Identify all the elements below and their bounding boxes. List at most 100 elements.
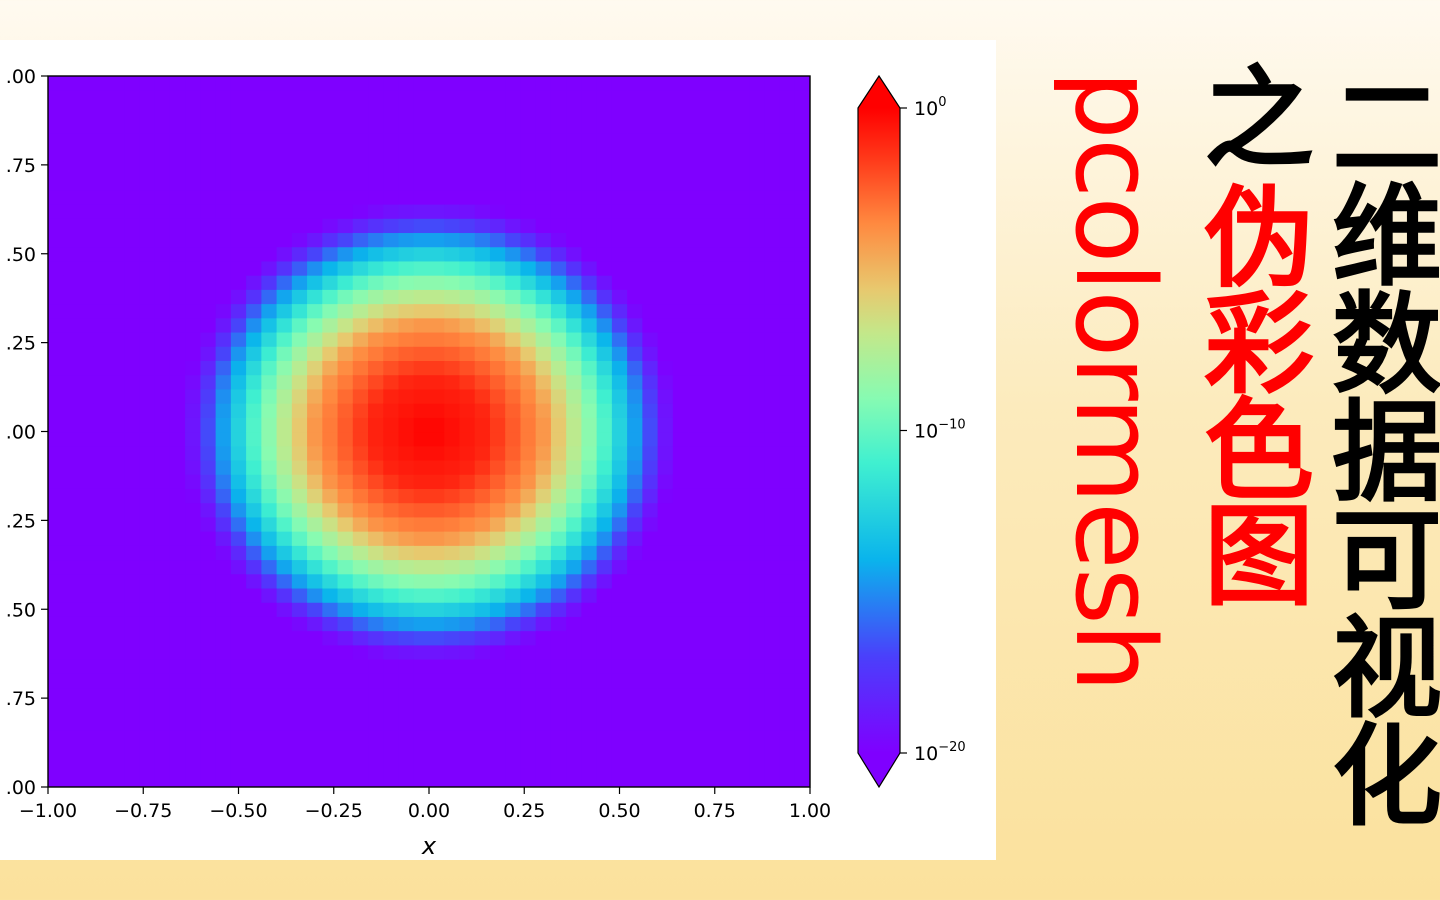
heatmap-cell xyxy=(322,289,339,305)
heatmap-cell xyxy=(337,502,354,518)
heatmap-cell xyxy=(48,189,64,205)
heatmap-cell xyxy=(276,189,293,205)
heatmap-cell xyxy=(368,431,384,447)
heatmap-cell xyxy=(429,317,445,333)
heatmap-cell xyxy=(169,587,186,603)
heatmap-cell xyxy=(322,659,339,674)
heatmap-cell xyxy=(139,403,156,418)
heatmap-cell xyxy=(124,772,141,787)
heatmap-cell xyxy=(78,431,95,447)
heatmap-cell xyxy=(307,758,323,774)
heatmap-cell xyxy=(429,232,445,248)
heatmap-cell xyxy=(48,758,64,774)
heatmap-cell xyxy=(368,602,384,617)
heatmap-cell xyxy=(657,516,674,532)
heatmap-cell xyxy=(413,659,430,674)
heatmap-cell xyxy=(581,403,598,418)
heatmap-cell xyxy=(718,331,735,347)
heatmap-cell xyxy=(93,431,110,447)
heatmap-cell xyxy=(307,445,323,461)
heatmap-cell xyxy=(459,388,476,404)
y-tick-label: .50 xyxy=(6,599,36,621)
heatmap-cell xyxy=(657,545,674,561)
heatmap-cell xyxy=(261,758,278,774)
heatmap-cell xyxy=(200,360,217,376)
heatmap-cell xyxy=(413,118,430,134)
heatmap-cell xyxy=(596,203,613,219)
heatmap-cell xyxy=(672,218,689,234)
heatmap-cell xyxy=(444,90,461,106)
heatmap-cell xyxy=(169,317,186,333)
heatmap-cell xyxy=(581,431,598,447)
heatmap-cell xyxy=(581,360,598,376)
heatmap-cell xyxy=(688,147,704,162)
heatmap-cell xyxy=(566,659,582,674)
heatmap-cell xyxy=(566,545,582,561)
heatmap-cell xyxy=(489,687,506,703)
heatmap-cell xyxy=(398,772,415,787)
heatmap-cell xyxy=(200,132,217,148)
heatmap-cell xyxy=(139,303,156,319)
heatmap-cell xyxy=(779,374,796,390)
heatmap-cell xyxy=(108,147,125,162)
heatmap-cell xyxy=(611,346,628,361)
heatmap-cell xyxy=(535,218,552,234)
heatmap-cell xyxy=(566,246,582,262)
heatmap-cell xyxy=(261,275,278,290)
heatmap-cell xyxy=(794,644,810,660)
heatmap-cell xyxy=(596,90,613,106)
heatmap-cell xyxy=(63,516,80,532)
heatmap-cell xyxy=(185,687,201,703)
heatmap-cell xyxy=(322,545,339,561)
heatmap-cell xyxy=(322,687,339,703)
heatmap-cell xyxy=(596,218,613,234)
heatmap-cell xyxy=(688,161,704,177)
heatmap-cell xyxy=(550,275,567,290)
heatmap-cell xyxy=(261,587,278,603)
heatmap-cell xyxy=(550,474,567,489)
heatmap-cell xyxy=(642,730,659,745)
heatmap-cell xyxy=(200,90,217,106)
heatmap-cell xyxy=(611,275,628,290)
heatmap-cell xyxy=(124,147,141,162)
heatmap-cell xyxy=(733,76,750,91)
heatmap-cell xyxy=(535,516,552,532)
heatmap-cell xyxy=(291,289,308,305)
heatmap-cell xyxy=(307,260,323,276)
heatmap-cell xyxy=(185,331,201,347)
heatmap-cell xyxy=(444,76,461,91)
heatmap-cell xyxy=(505,744,522,760)
heatmap-cell xyxy=(246,488,262,504)
heatmap-cell xyxy=(489,147,506,162)
heatmap-cell xyxy=(718,602,735,617)
y-tick-label: .25 xyxy=(6,333,36,355)
heatmap-cell xyxy=(505,502,522,518)
heatmap-cell xyxy=(489,659,506,674)
heatmap-cell xyxy=(398,374,415,390)
heatmap-cell xyxy=(703,175,720,191)
heatmap-cell xyxy=(596,573,613,589)
heatmap-cell xyxy=(337,715,354,731)
heatmap-cell xyxy=(246,118,262,134)
heatmap-cell xyxy=(794,189,810,205)
heatmap-cell xyxy=(383,545,400,561)
heatmap-cell xyxy=(489,701,506,717)
heatmap-cell xyxy=(215,189,232,205)
heatmap-cell xyxy=(368,118,384,134)
heatmap-cell xyxy=(63,488,80,504)
heatmap-cell xyxy=(749,189,765,205)
heatmap-cell xyxy=(352,559,369,575)
heatmap-cell xyxy=(688,474,704,489)
heatmap-cell xyxy=(215,104,232,120)
heatmap-cell xyxy=(459,331,476,347)
heatmap-cell xyxy=(78,559,95,575)
heatmap-cell xyxy=(642,175,659,191)
heatmap-cell xyxy=(368,687,384,703)
heatmap-cell xyxy=(200,687,217,703)
heatmap-cell xyxy=(322,758,339,774)
heatmap-cell xyxy=(672,602,689,617)
heatmap-cell xyxy=(169,360,186,376)
heatmap-cell xyxy=(368,104,384,120)
heatmap-cell xyxy=(688,203,704,219)
heatmap-cell xyxy=(93,132,110,148)
